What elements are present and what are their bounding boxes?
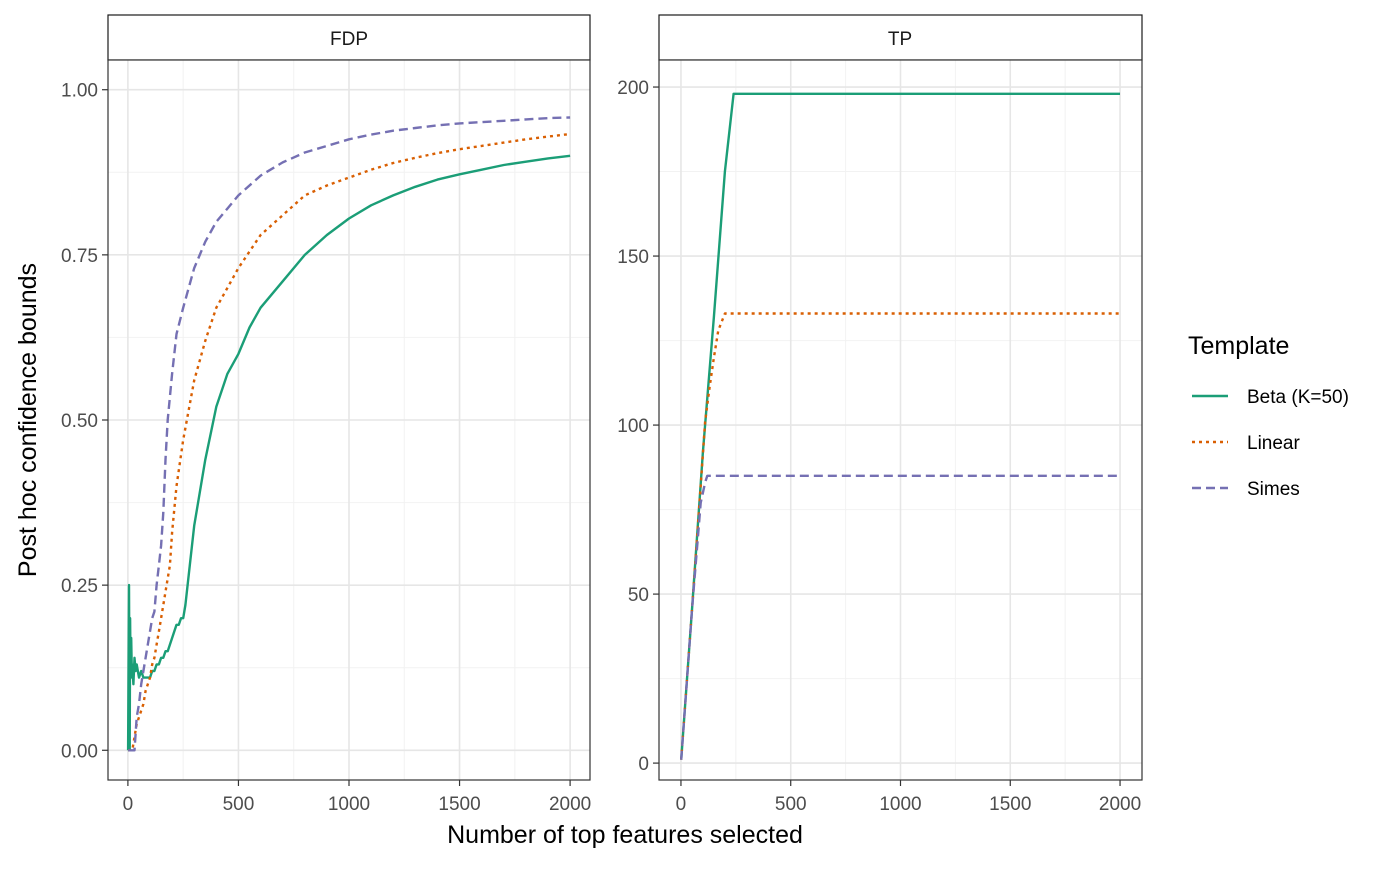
y-axis-title: Post hoc confidence bounds: [14, 263, 42, 577]
x-tick-label: 1000: [879, 794, 921, 815]
y-tick-label: 100: [617, 416, 649, 437]
y-tick-label: 0.25: [61, 576, 98, 597]
x-tick-label: 500: [223, 794, 255, 815]
x-tick-label: 2000: [549, 794, 591, 815]
x-tick-label: 1000: [328, 794, 370, 815]
grid-tp: [659, 60, 1142, 780]
legend-title: Template: [1188, 332, 1289, 360]
series-line-simes: [680, 474, 1120, 760]
series-line-simes: [128, 116, 571, 752]
x-tick-label: 0: [676, 794, 687, 815]
legend-label: Linear: [1247, 433, 1300, 454]
axes-tp: 0 500 1000 1500 2000 0 50 100 150 200: [617, 78, 1141, 815]
series-tp: [680, 92, 1120, 760]
x-axis-title: Number of top features selected: [447, 821, 803, 849]
facet-strip-label-tp: TP: [888, 29, 912, 50]
series-line-linear: [128, 132, 571, 752]
x-tick-label: 1500: [438, 794, 480, 815]
series-fdp: [126, 116, 571, 752]
y-tick-label: 0.75: [61, 246, 98, 267]
y-tick-label: 1.00: [61, 81, 98, 102]
legend: Template Beta (K=50) Linear Simes: [1188, 332, 1349, 500]
x-tick-label: 500: [775, 794, 807, 815]
legend-label: Beta (K=50): [1247, 387, 1349, 408]
x-tick-label: 1500: [989, 794, 1031, 815]
x-tick-label: 2000: [1099, 794, 1141, 815]
y-tick-label: 200: [617, 78, 649, 99]
panel-tp: TP 0 500 1000 1500 2000 0 50 100 150 200: [617, 14, 1143, 815]
y-tick-label: 0.00: [61, 741, 98, 762]
y-tick-label: 0: [638, 754, 649, 775]
y-tick-label: 0.50: [61, 411, 98, 432]
series-line-beta-k-50: [126, 154, 571, 752]
x-tick-label: 0: [123, 794, 134, 815]
axes-fdp: 0 500 1000 1500 2000 0.00 0.25 0.50 0.75 1.00: [61, 81, 591, 815]
panel-fdp: FDP 0 500 1000 1500 2000 0.00 0.25 0.50 0.75 1.00: [61, 14, 591, 815]
legend-label: Simes: [1247, 479, 1300, 500]
y-tick-label: 50: [628, 585, 649, 606]
legend-items: Beta (K=50) Linear Simes: [1192, 387, 1349, 500]
facet-strip-label-fdp: FDP: [330, 29, 368, 50]
y-tick-label: 150: [617, 247, 649, 268]
